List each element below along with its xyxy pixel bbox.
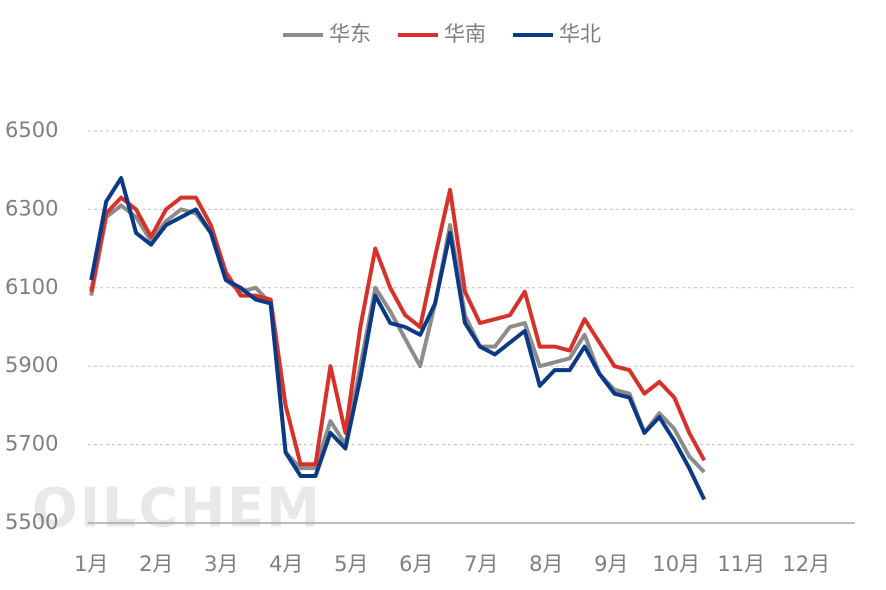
legend-label: 华南 [444,22,486,46]
y-tick-label: 6300 [5,196,58,220]
x-tick-label: 8月 [529,552,563,576]
x-tick-label: 2月 [139,552,173,576]
y-tick-label: 5700 [5,432,58,456]
series-line [89,203,706,474]
x-tick-label: 5月 [334,552,368,576]
watermark: OILCHEM [32,477,322,540]
x-tick-label: 12月 [782,552,830,576]
x-tick-label: 6月 [399,552,433,576]
x-tick-label: 9月 [594,552,628,576]
x-tick-label: 3月 [204,552,238,576]
x-tick-label: 7月 [464,552,498,576]
x-tick-label: 1月 [74,552,108,576]
y-tick-label: 5500 [5,510,58,534]
y-tick-label: 6100 [5,275,58,299]
x-tick-label: 4月 [269,552,303,576]
legend-label: 华东 [329,22,371,46]
x-tick-label: 11月 [717,552,765,576]
x-tick-label: 10月 [652,552,700,576]
series-line [89,176,707,501]
legend-label: 华北 [559,22,601,46]
series-line [89,187,706,467]
y-tick-label: 6500 [5,118,58,142]
y-tick-label: 5900 [5,353,58,377]
